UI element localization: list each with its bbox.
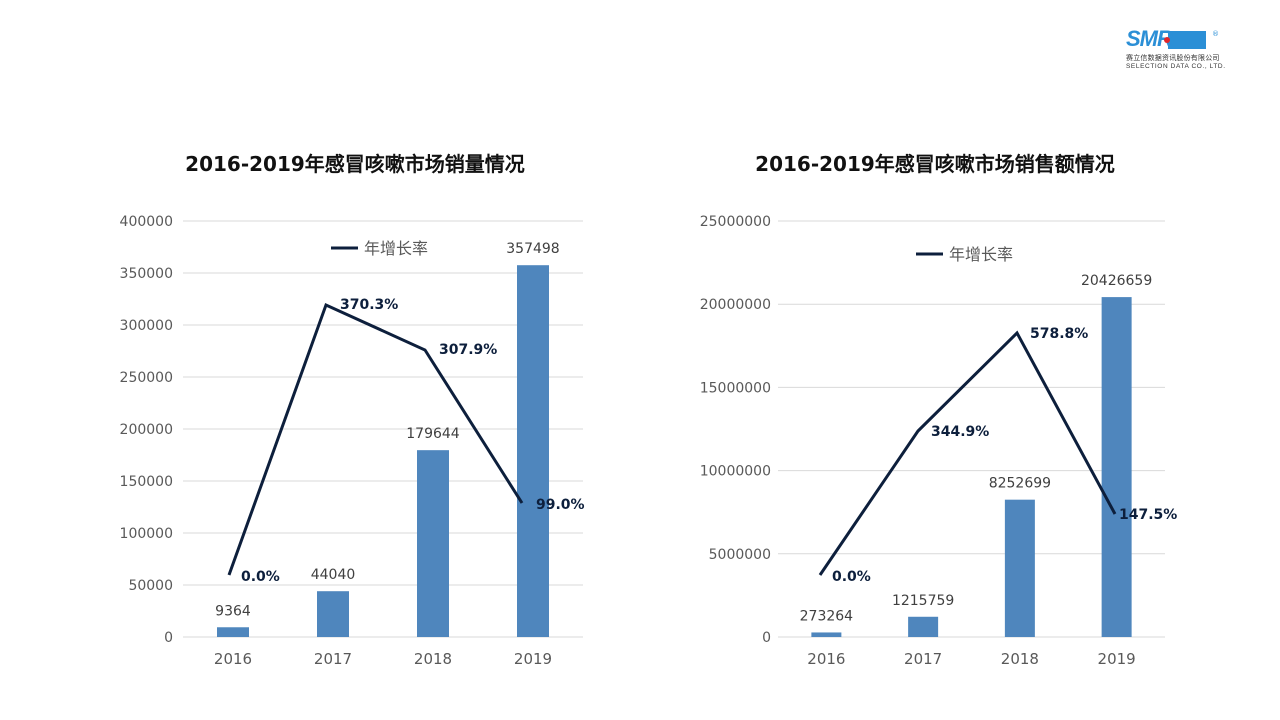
x-category-label: 2019 bbox=[1098, 650, 1136, 668]
bar-2019 bbox=[517, 265, 549, 637]
logo-blue-block bbox=[1168, 31, 1206, 49]
growth-rate-label: 99.0% bbox=[536, 497, 585, 513]
y-tick-label: 25000000 bbox=[700, 214, 771, 230]
y-tick-label: 0 bbox=[762, 630, 771, 646]
growth-rate-label: 344.9% bbox=[931, 424, 989, 440]
growth-rate-label: 578.8% bbox=[1030, 326, 1088, 342]
x-category-label: 2017 bbox=[904, 650, 942, 668]
growth-rate-label: 370.3% bbox=[340, 297, 398, 313]
y-tick-label: 150000 bbox=[120, 474, 173, 490]
legend-label: 年增长率 bbox=[949, 245, 1013, 264]
registered-mark: ® bbox=[1212, 30, 1219, 38]
bar-value-label: 273264 bbox=[800, 608, 854, 624]
x-category-label: 2019 bbox=[514, 650, 552, 668]
smr-logo-mark: SMR bbox=[1124, 26, 1206, 51]
growth-rate-label: 0.0% bbox=[241, 569, 280, 585]
bar-value-label: 179644 bbox=[406, 426, 460, 442]
y-tick-label: 10000000 bbox=[700, 464, 771, 480]
company-logo: SMR ® 赛立信数据资讯股份有限公司 SELECTION DATA CO., … bbox=[1124, 26, 1236, 74]
y-tick-label: 250000 bbox=[120, 370, 173, 386]
company-name-cn: 赛立信数据资讯股份有限公司 bbox=[1126, 54, 1220, 62]
y-tick-label: 20000000 bbox=[700, 297, 771, 313]
growth-rate-label: 0.0% bbox=[832, 569, 871, 585]
bar-2017 bbox=[317, 591, 349, 637]
bar-value-label: 44040 bbox=[311, 567, 356, 583]
bar-2018 bbox=[417, 450, 449, 637]
bar-value-label: 8252699 bbox=[989, 476, 1051, 492]
bar-2018 bbox=[1004, 499, 1035, 637]
y-tick-label: 350000 bbox=[120, 266, 173, 282]
bar-2019 bbox=[1101, 297, 1132, 637]
growth-rate-line bbox=[818, 330, 1117, 576]
bar-2016 bbox=[811, 632, 842, 637]
bar-value-label: 1215759 bbox=[892, 593, 954, 609]
chart-title-sales-revenue: 2016-2019年感冒咳嗽市场销售额情况 bbox=[755, 152, 1115, 176]
y-tick-label: 50000 bbox=[128, 578, 173, 594]
x-category-label: 2017 bbox=[314, 650, 352, 668]
sales-volume-chart: 0 50000 100000 150000 200000 250000 300000 3500… bbox=[120, 214, 585, 668]
bar-2017 bbox=[908, 616, 939, 637]
bar-value-label: 357498 bbox=[506, 241, 559, 257]
chart-title-sales-volume: 2016-2019年感冒咳嗽市场销量情况 bbox=[185, 152, 525, 176]
x-category-label: 2016 bbox=[807, 650, 845, 668]
growth-rate-line bbox=[227, 302, 524, 576]
y-tick-label: 100000 bbox=[120, 526, 173, 542]
logo-red-dot bbox=[1164, 37, 1170, 43]
legend-label: 年增长率 bbox=[364, 239, 428, 258]
y-tick-label: 15000000 bbox=[700, 380, 771, 396]
bar-value-label: 9364 bbox=[215, 603, 251, 619]
x-category-label: 2018 bbox=[1001, 650, 1039, 668]
y-tick-label: 300000 bbox=[120, 318, 173, 334]
bar-value-label: 20426659 bbox=[1081, 273, 1152, 289]
growth-rate-label: 307.9% bbox=[439, 342, 497, 358]
x-category-label: 2016 bbox=[214, 650, 252, 668]
growth-rate-label: 147.5% bbox=[1119, 507, 1177, 523]
y-tick-label: 200000 bbox=[120, 422, 173, 438]
y-tick-label: 400000 bbox=[120, 214, 173, 230]
bar-2016 bbox=[217, 627, 249, 637]
company-name-en: SELECTION DATA CO., LTD. bbox=[1126, 63, 1226, 70]
y-tick-label: 0 bbox=[164, 630, 173, 646]
x-category-label: 2018 bbox=[414, 650, 452, 668]
y-tick-label: 5000000 bbox=[709, 547, 771, 563]
